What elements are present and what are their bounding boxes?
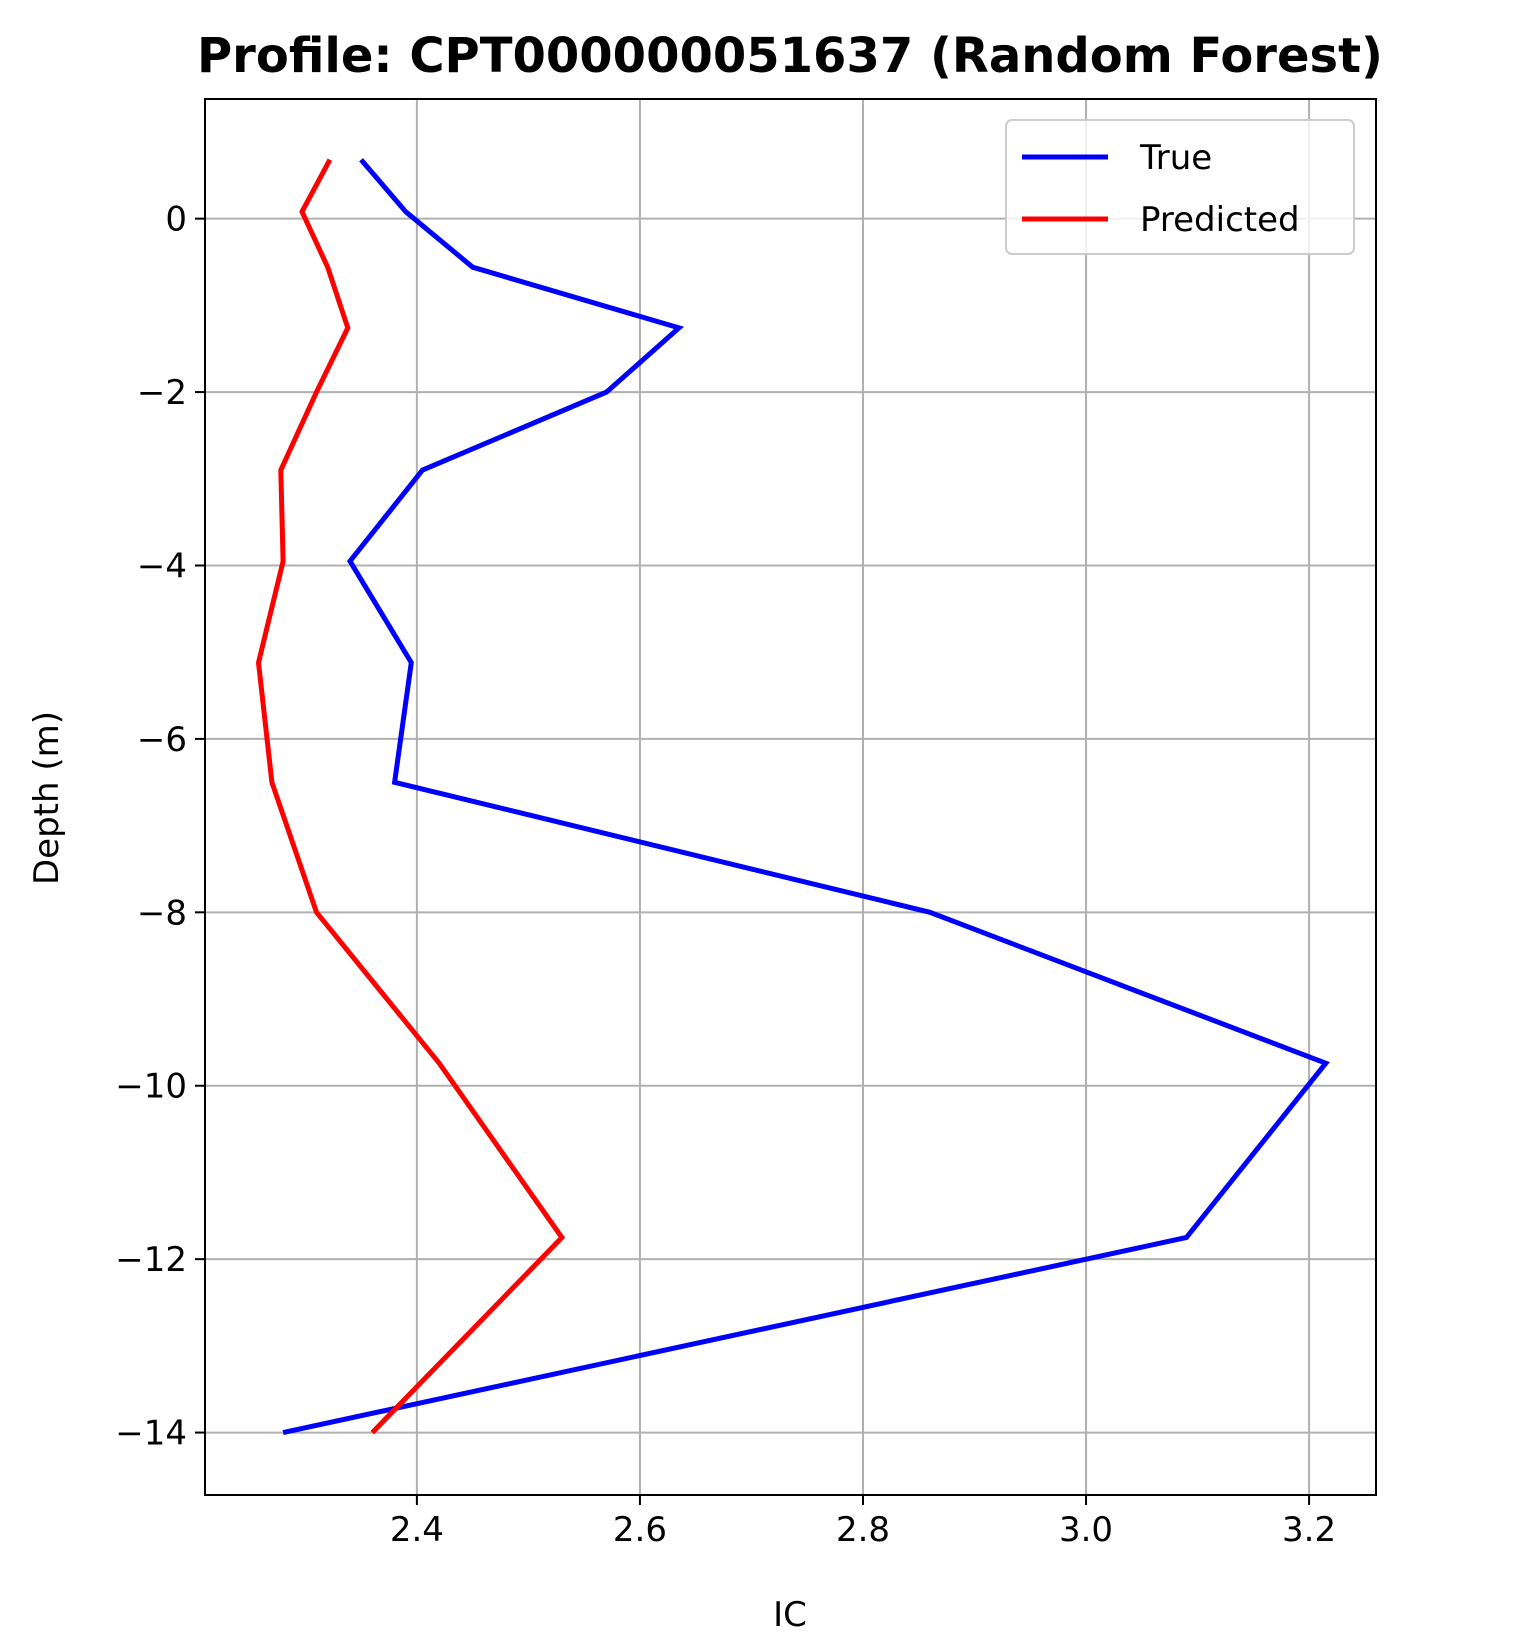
y-tick-label: −12 [115,1240,187,1280]
chart-title: Profile: CPT000000051637 (Random Forest) [197,28,1383,84]
ticks: 2.4 2.6 2.8 3.0 3.2 0 −2 −4 −6 −8 −10 −12 −14 [115,200,1336,1550]
plot-frame [204,98,1377,1496]
series-layer [255,158,1330,1436]
y-tick-label: −2 [137,373,187,413]
x-tick-label: 2.6 [613,1510,667,1550]
legend: True Predicted [1005,119,1355,255]
y-tick-label: −8 [137,893,187,933]
y-axis-label: Depth (m) [27,711,67,885]
y-tick-label: −4 [137,546,187,586]
grid [205,99,1376,1495]
x-tick-label: 3.2 [1282,1510,1336,1550]
y-tick-label: −6 [137,720,187,760]
x-tick-label: 2.8 [836,1510,890,1550]
legend-predicted-label: Predicted [1140,200,1300,240]
x-tick-label: 3.0 [1059,1510,1113,1550]
x-axis-label: IC [773,1595,807,1635]
y-tick-label: 0 [165,200,187,240]
y-tick-label: −10 [115,1067,187,1107]
series-line-true [282,158,1330,1436]
y-tick-label: −14 [115,1414,187,1454]
series-line-predicted [255,158,566,1435]
legend-true-label: True [1139,138,1212,178]
x-tick-label: 2.4 [390,1510,444,1550]
